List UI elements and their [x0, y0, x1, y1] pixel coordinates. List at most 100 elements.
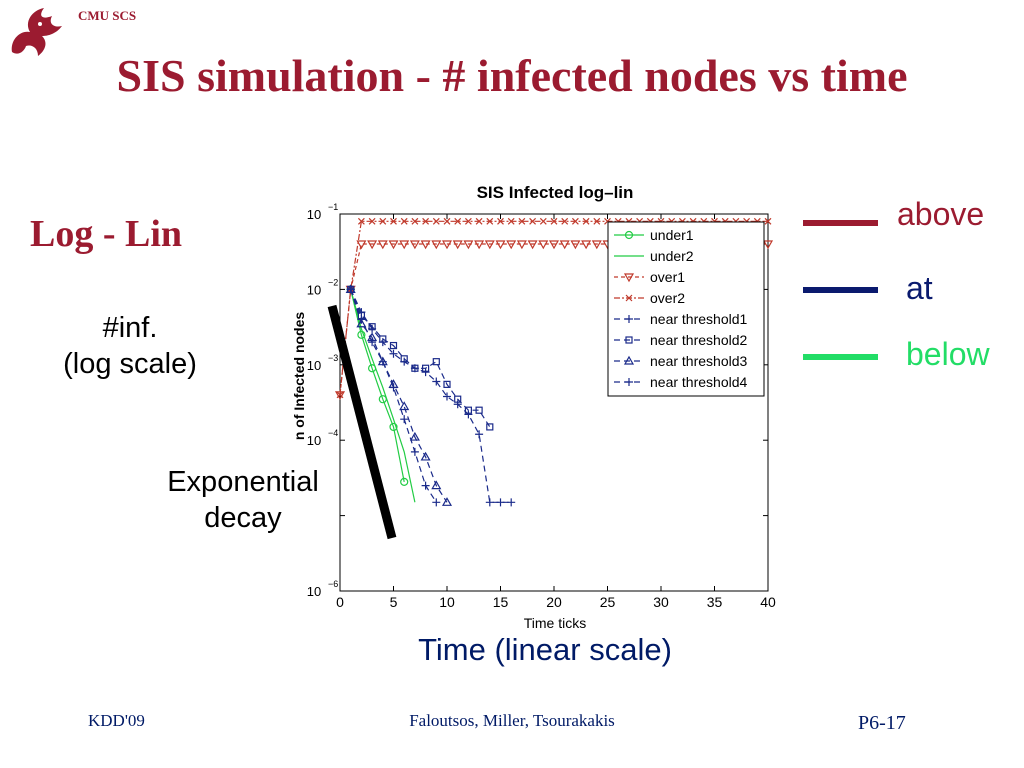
series-line-near-threshold2: [350, 289, 491, 428]
y-tick-label: 10: [307, 207, 321, 222]
y-tick-label: 10: [307, 433, 321, 448]
footer-page-number: P6-17: [858, 712, 906, 734]
marker-near-threshold1: [368, 338, 377, 347]
marker-near-threshold4: [389, 349, 398, 358]
y-tick-exponent: −3: [328, 353, 338, 363]
marker-near-threshold4: [378, 338, 387, 347]
marker-near-threshold1: [432, 498, 441, 507]
marker-near-threshold3: [441, 497, 453, 506]
marker-over2: [475, 217, 483, 225]
marker-over1: [506, 240, 517, 250]
marker-over2: [529, 217, 537, 225]
marker-under1: [389, 422, 398, 432]
series-line-over1: [339, 243, 768, 395]
series-line-near-threshold3: [350, 289, 448, 503]
marker-near-threshold4: [443, 392, 451, 401]
marker-near-threshold4: [400, 357, 409, 366]
marker-over1: [548, 240, 560, 250]
marker-over1: [495, 240, 506, 250]
marker-near-threshold3: [388, 379, 399, 388]
marker-over2: [497, 217, 504, 225]
y-tick-label: 10: [307, 584, 321, 599]
key-line-at: [803, 287, 878, 293]
decay-annotation: Exponential decay: [128, 464, 358, 537]
marker-over2: [518, 217, 526, 225]
marker-near-threshold3: [377, 356, 388, 366]
chart-ylabel: n of Infected nodes: [291, 312, 307, 441]
marker-near-threshold1: [410, 447, 419, 456]
marker-over1: [399, 240, 410, 250]
x-tick-label: 40: [760, 594, 776, 610]
marker-over2: [539, 217, 547, 225]
legend-label: near threshold1: [650, 311, 748, 327]
series-line-under2: [350, 289, 416, 503]
marker-over1: [623, 273, 635, 283]
marker-over1: [570, 240, 581, 250]
legend-label: near threshold2: [650, 332, 748, 348]
key-line-below: [803, 354, 878, 360]
marker-over1: [409, 240, 420, 250]
marker-near-threshold4: [410, 364, 419, 373]
marker-near-threshold4: [507, 498, 516, 507]
marker-over1: [367, 240, 378, 250]
mode-label: Log - Lin: [30, 213, 183, 255]
legend-label: near threshold3: [650, 353, 748, 369]
slide-title: SIS simulation - # infected nodes vs tim…: [116, 50, 908, 101]
marker-over2: [507, 217, 515, 225]
marker-near-threshold2: [443, 380, 451, 388]
marker-over2: [336, 391, 344, 399]
marker-near-threshold4: [625, 378, 633, 386]
marker-over2: [422, 217, 430, 225]
footer-authors: Faloutsos, Miller, Tsourakakis: [409, 711, 615, 730]
x-tick-label: 0: [336, 594, 344, 610]
marker-near-threshold1: [625, 315, 633, 323]
marker-over1: [484, 240, 495, 250]
legend-label: over2: [650, 290, 685, 306]
y-annotation-line-1: #inf.: [102, 312, 158, 344]
x-tick-label: 5: [390, 594, 398, 610]
series-line-over2: [339, 220, 768, 395]
x-tick-label: 30: [653, 594, 669, 610]
marker-over1: [474, 240, 485, 250]
marker-near-threshold4: [357, 308, 366, 317]
marker-over1: [452, 240, 463, 250]
marker-over1: [388, 240, 399, 250]
marker-over2: [443, 217, 451, 225]
marker-near-threshold3: [431, 480, 442, 490]
marker-over1: [527, 240, 538, 250]
marker-near-threshold4: [485, 498, 494, 507]
y-tick-label: 10: [307, 358, 321, 373]
marker-over1: [516, 240, 527, 250]
marker-over2: [625, 294, 633, 302]
legend-label: under1: [650, 227, 694, 243]
marker-over1: [377, 240, 388, 250]
decay-guide-line: [327, 304, 397, 540]
marker-over1: [441, 240, 453, 250]
series-line-near-threshold4: [350, 289, 512, 503]
marker-near-threshold4: [496, 498, 505, 507]
marker-near-threshold2: [432, 358, 440, 366]
marker-near-threshold3: [623, 355, 635, 365]
marker-near-threshold3: [409, 431, 420, 441]
marker-over2: [411, 217, 419, 225]
marker-near-threshold4: [453, 400, 462, 409]
marker-near-threshold3: [367, 332, 378, 342]
marker-over1: [538, 240, 549, 250]
marker-near-threshold1: [400, 415, 409, 424]
marker-over2: [390, 217, 397, 225]
marker-near-threshold3: [420, 451, 431, 461]
marker-over2: [368, 217, 376, 225]
marker-near-threshold3: [399, 401, 410, 411]
chart-svg: SIS Infected log–lin Time ticks n of Inf…: [291, 183, 776, 631]
y-tick-exponent: −2: [328, 277, 338, 287]
marker-over1: [581, 240, 592, 250]
marker-over2: [486, 217, 494, 225]
marker-over2: [454, 217, 462, 225]
marker-over2: [571, 217, 579, 225]
y-tick-exponent: −6: [328, 579, 338, 589]
marker-near-threshold4: [368, 324, 377, 333]
marker-near-threshold4: [346, 285, 355, 294]
x-scale-annotation: Time (linear scale): [418, 632, 672, 667]
marker-over1: [591, 240, 602, 250]
decay-annotation-line-2: decay: [204, 502, 282, 535]
